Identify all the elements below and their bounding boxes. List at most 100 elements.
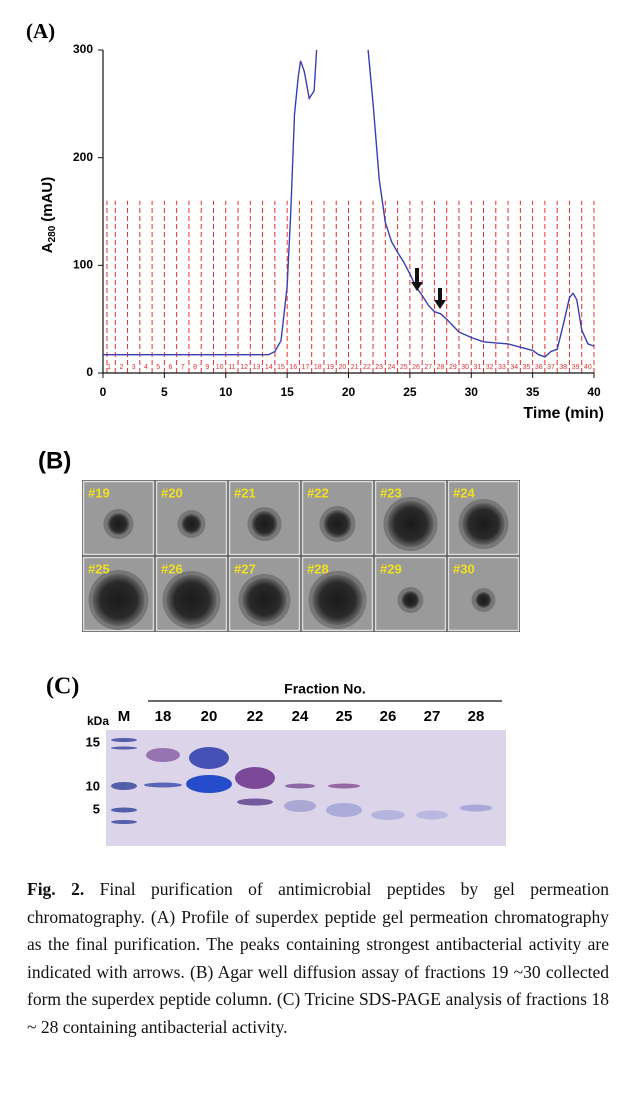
x-tick-label: 20 xyxy=(342,385,356,399)
fraction-label: 23 xyxy=(375,364,383,371)
fraction-label: 10 xyxy=(216,364,224,371)
gel-band xyxy=(284,800,316,812)
panel-label: (A) xyxy=(26,19,55,43)
well xyxy=(387,501,434,547)
y-tick-label: 0 xyxy=(86,365,93,379)
fraction-label: 31 xyxy=(473,364,481,371)
panel-label: (C) xyxy=(46,674,79,700)
gel-band xyxy=(144,782,182,788)
gel-band xyxy=(285,783,315,789)
fraction-label: 27 xyxy=(424,364,432,371)
y-label-unit: (mAU) xyxy=(39,177,56,222)
unit-label: kDa xyxy=(87,714,109,728)
fraction-label: 17 xyxy=(302,364,310,371)
well-label: #27 xyxy=(234,561,256,576)
arrow xyxy=(411,268,423,291)
fraction-label: 8 xyxy=(193,364,197,371)
fraction-label: 26 xyxy=(412,364,420,371)
caption-text: Final purification of antimicrobial pept… xyxy=(27,879,610,1037)
well-label: #26 xyxy=(161,561,183,576)
well xyxy=(181,514,202,534)
size-label: 10 xyxy=(86,778,100,793)
well xyxy=(312,575,363,625)
well xyxy=(166,575,217,625)
gel-band xyxy=(416,810,448,820)
fraction-label: 37 xyxy=(547,364,555,371)
fraction-label: 4 xyxy=(144,364,148,371)
fraction-label: 34 xyxy=(510,364,518,371)
fraction-label: 6 xyxy=(169,364,173,371)
agar-plate xyxy=(82,480,520,632)
well xyxy=(323,510,352,538)
fraction-label: 2 xyxy=(119,364,123,371)
gel-band xyxy=(111,820,137,824)
well xyxy=(242,578,287,622)
x-tick-label: 35 xyxy=(526,385,540,399)
gel-band xyxy=(328,783,360,789)
fraction-label: 36 xyxy=(535,364,543,371)
x-tick-label: 15 xyxy=(280,385,294,399)
caption: Fig. 2. Final purification of antimicrob… xyxy=(27,876,609,1041)
fraction-label: 29 xyxy=(449,364,457,371)
data-line xyxy=(103,49,595,358)
gel-band xyxy=(186,775,232,793)
y-tick-label: 300 xyxy=(73,42,93,56)
lane-label: 25 xyxy=(336,708,353,725)
well-label: #20 xyxy=(161,485,183,500)
fraction-label: 14 xyxy=(265,364,273,371)
fraction-label: 40 xyxy=(584,364,592,371)
well-label: #25 xyxy=(88,561,110,576)
fraction-label: 38 xyxy=(559,364,567,371)
fraction-label: 18 xyxy=(314,364,322,371)
fraction-label: 19 xyxy=(326,364,334,371)
fraction-label: 11 xyxy=(228,364,235,371)
gel-band xyxy=(326,803,362,817)
x-tick-label: 10 xyxy=(219,385,233,399)
well xyxy=(107,513,130,535)
y-axis-label: A280 (mAU) xyxy=(39,177,58,254)
well xyxy=(92,574,145,626)
gel-header: Fraction No. xyxy=(284,681,366,697)
fraction-label: 24 xyxy=(388,364,396,371)
lane-label: 28 xyxy=(468,708,485,725)
fraction-label: 12 xyxy=(240,364,248,371)
well-label: #28 xyxy=(307,561,329,576)
marker-label: M xyxy=(118,708,131,725)
fraction-label: 35 xyxy=(523,364,531,371)
lane-label: 18 xyxy=(155,708,172,725)
x-tick-label: 25 xyxy=(403,385,417,399)
well-label: #30 xyxy=(453,561,475,576)
gel-band xyxy=(237,798,273,806)
size-label: 15 xyxy=(86,734,100,749)
y-tick-label: 200 xyxy=(73,150,93,164)
arrow xyxy=(434,288,446,309)
lane-label: 22 xyxy=(247,708,264,725)
well xyxy=(251,511,278,537)
gel-band xyxy=(111,746,137,750)
size-label: 5 xyxy=(93,801,100,816)
well-label: #21 xyxy=(234,485,256,500)
y-tick-label: 100 xyxy=(73,258,93,272)
lane-label: 26 xyxy=(380,708,397,725)
figure: (A) A280(mAU) Time (min) (B) (C) Fractio… xyxy=(26,19,604,846)
well xyxy=(401,591,420,609)
fraction-label: 15 xyxy=(277,364,285,371)
gel-band xyxy=(111,807,137,813)
lane-label: 27 xyxy=(424,708,441,725)
fraction-label: 5 xyxy=(156,364,160,371)
well xyxy=(475,592,492,608)
lane-label: 24 xyxy=(292,708,309,725)
well-label: #23 xyxy=(380,485,402,500)
fraction-label: 22 xyxy=(363,364,371,371)
y-label-sub: 280 xyxy=(47,225,58,242)
x-tick-label: 30 xyxy=(465,385,479,399)
gel-band xyxy=(235,767,275,789)
fraction-label: 16 xyxy=(289,364,297,371)
fraction-label: 39 xyxy=(572,364,580,371)
fraction-label: 9 xyxy=(205,364,209,371)
fraction-label: 30 xyxy=(461,364,469,371)
fraction-label: 1 xyxy=(107,364,111,371)
panel-label: (B) xyxy=(38,447,71,474)
fraction-label: 7 xyxy=(181,364,185,371)
